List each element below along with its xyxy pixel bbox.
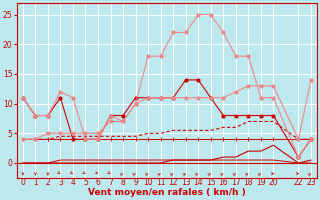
X-axis label: Vent moyen/en rafales ( km/h ): Vent moyen/en rafales ( km/h ) (88, 188, 246, 197)
